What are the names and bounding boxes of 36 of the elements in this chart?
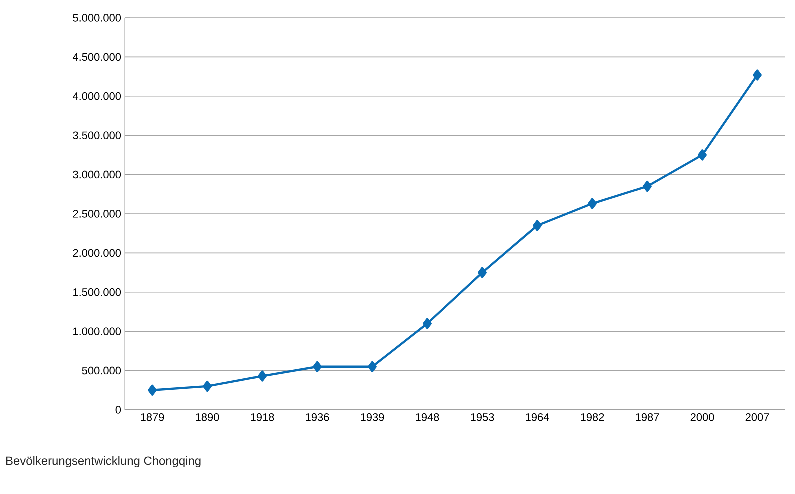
x-tick-label: 1987: [636, 414, 660, 422]
point: [753, 70, 762, 81]
point: [203, 380, 212, 392]
y-tick-label: 2.500.000: [73, 210, 122, 218]
y-tick-label: 2.000.000: [73, 249, 122, 258]
point: [478, 267, 487, 278]
point: [258, 370, 267, 382]
x-tick-label: 1879: [141, 414, 164, 422]
y-tick-label: 0: [116, 406, 122, 414]
x-tick-label: 1948: [416, 414, 440, 422]
x-tick-label: 1982: [581, 414, 604, 422]
point: [313, 361, 322, 372]
point: [148, 384, 157, 396]
y-tick-label: 4.500.000: [72, 53, 122, 62]
x-tick-label: 1953: [471, 414, 494, 422]
x-tick-label: 1936: [306, 414, 330, 422]
x-tick-label: 1918: [251, 414, 274, 422]
text: Bevölkerungsentwicklung Chongqing: [6, 456, 201, 468]
point: [588, 198, 597, 210]
point: [368, 361, 377, 372]
x-tick-label: 1964: [526, 414, 550, 422]
y-tick-label: 4.000.000: [72, 92, 122, 100]
x-tick-label: 2000: [690, 414, 714, 422]
point: [698, 150, 707, 161]
y-tick-label: 3.000.000: [73, 170, 122, 179]
y-tick-label: 3.500.000: [73, 132, 122, 140]
x-tick-label: 2007: [746, 414, 770, 422]
y-tick-label: 5.000.000: [73, 14, 122, 22]
y-tick-label: 1.000.000: [74, 328, 122, 336]
x-tick-label: 1890: [196, 414, 220, 422]
point: [533, 220, 542, 232]
y-tick-label: 500.000: [82, 366, 122, 375]
point: [423, 318, 432, 330]
point: [643, 180, 652, 192]
x-tick-label: 1939: [361, 414, 384, 422]
y-tick-label: 1.500.000: [74, 288, 122, 296]
